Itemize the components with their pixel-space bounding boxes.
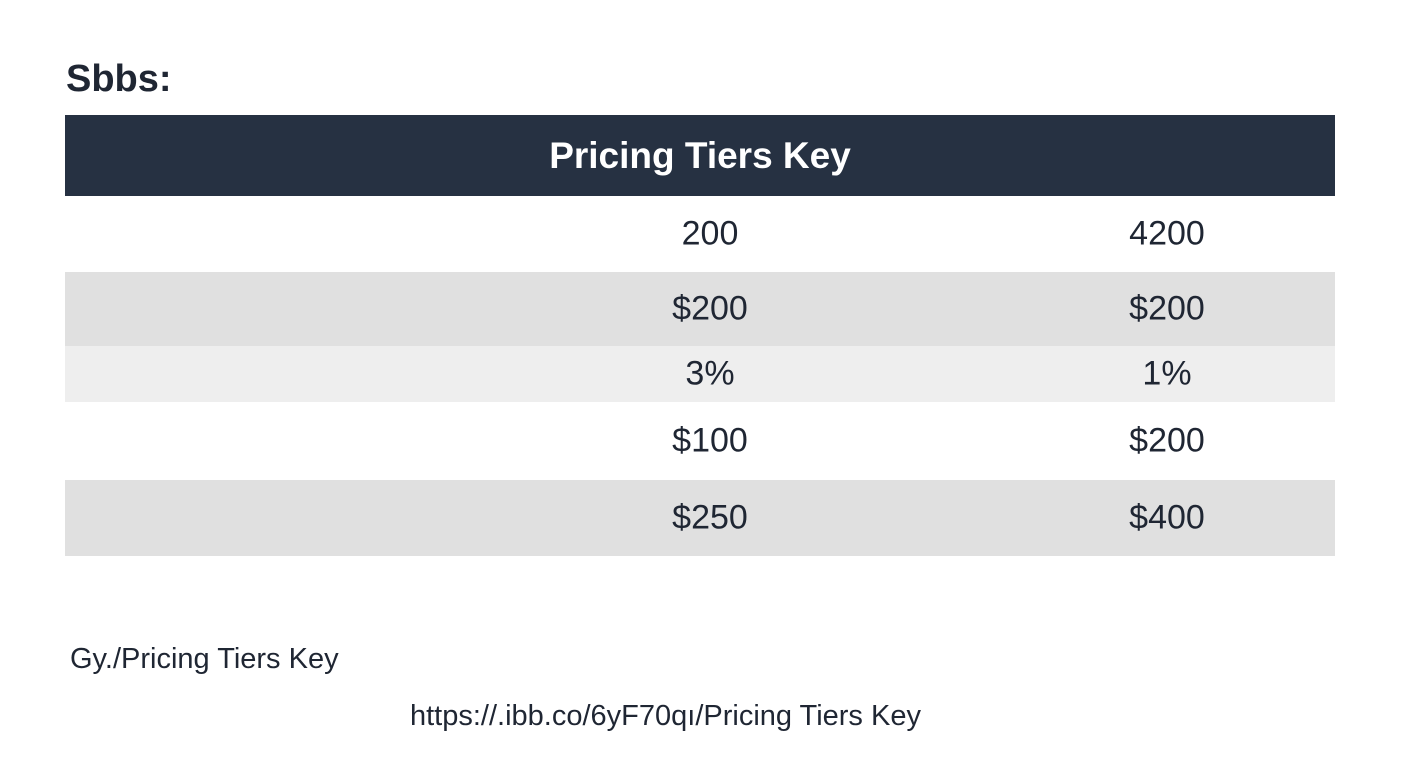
table-row: $250 $400 (65, 480, 1335, 556)
table-cell: $100 (672, 421, 748, 460)
table-cell: $200 (1129, 289, 1205, 328)
table-cell: 200 (681, 214, 739, 253)
table-cell: $400 (1129, 498, 1205, 537)
caption: Gy./Pricing Tiers Key (70, 643, 339, 675)
page-title: Sbbs: (66, 58, 172, 100)
table-row: 3% 1% (65, 346, 1335, 402)
table-cell: 1% (1142, 354, 1192, 393)
table-row: $200 $200 (65, 272, 1335, 346)
table-cell: 4200 (1129, 214, 1205, 253)
table-title: Pricing Tiers Key (65, 115, 1335, 196)
link[interactable]: https://.ibb.co/6yF70qı/Pricing Tiers Ke… (410, 700, 921, 732)
table-cell: 3% (685, 354, 735, 393)
table-cell: $200 (1129, 421, 1205, 460)
table-cell: $250 (672, 498, 748, 537)
table-cell: $200 (672, 289, 748, 328)
table-row: $100 $200 (65, 402, 1335, 480)
table-row: 200 4200 (65, 196, 1335, 272)
